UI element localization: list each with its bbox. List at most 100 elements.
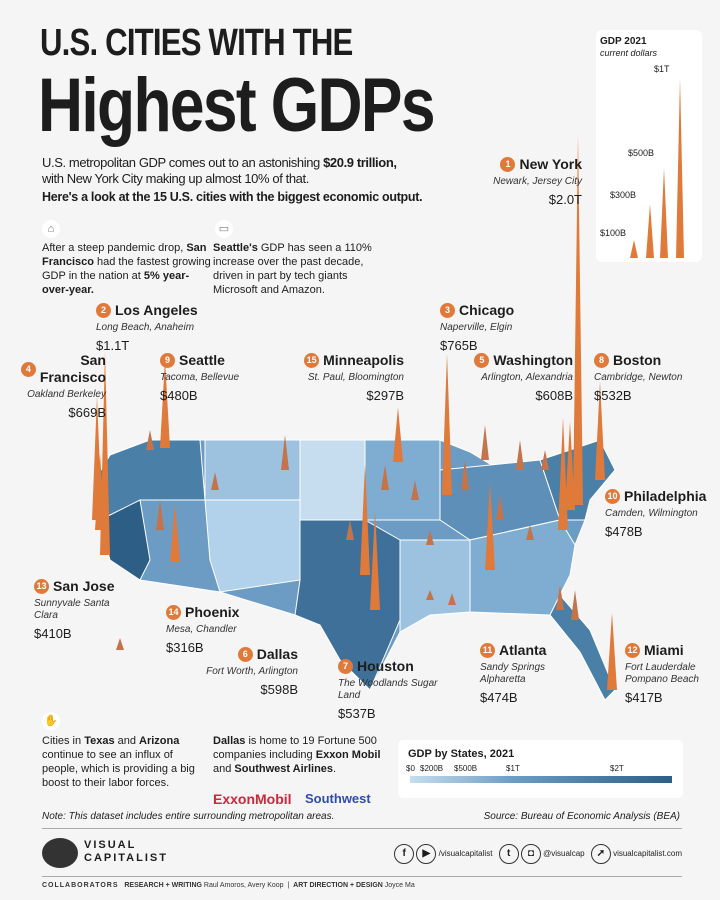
scale-spike	[660, 168, 668, 258]
city-name: San Jose	[53, 578, 115, 594]
gdp-spike-6	[360, 464, 370, 575]
rank-badge: 9	[160, 353, 175, 368]
cursor-icon[interactable]: ➚	[590, 844, 611, 864]
legend-tick: $2T	[610, 764, 624, 773]
city-subregions: Fort Lauderdale Pompano Beach	[625, 662, 699, 685]
facebook-icon[interactable]: f	[394, 844, 415, 864]
gdp-spike-13	[95, 454, 105, 530]
minor-city-spike	[381, 465, 389, 490]
gdp-spike-10	[565, 421, 575, 510]
gdp-spike-3	[442, 353, 452, 495]
minor-city-spike	[556, 585, 564, 610]
city-gdp: $316B	[166, 640, 204, 655]
gdp-spike-8	[595, 381, 605, 480]
social-links: f ▶ /visualcapitalist t ◘ @visualcap ➚ v…	[394, 844, 682, 864]
city-subregions: Sandy Springs Alpharetta	[480, 662, 546, 685]
scale-spike	[646, 204, 654, 258]
city-subregions: The Woodlands Sugar Land	[338, 678, 438, 701]
rank-badge: 11	[480, 643, 495, 658]
city-label-chicago: 3 Chicago Naperville, Elgin $765B	[440, 302, 570, 354]
scale-mark: $500B	[628, 148, 655, 158]
city-subregions: Arlington, Alexandria	[481, 372, 573, 383]
minor-city-spike	[156, 500, 164, 530]
rank-badge: 1	[500, 157, 516, 172]
page-title: Highest GDPs	[38, 63, 436, 148]
gdp-spike-12	[607, 612, 617, 690]
minor-city-spike	[211, 472, 219, 490]
city-name: Minneapolis	[323, 352, 404, 368]
city-name: Dallas	[256, 646, 298, 662]
rank-badge: 14	[166, 605, 181, 620]
divider	[42, 876, 682, 877]
scale-subtitle: current dollars	[600, 48, 658, 58]
twitter-icon[interactable]: t	[498, 844, 519, 864]
city-label-dallas: 6 Dallas Fort Worth, Arlington $598B	[196, 646, 298, 698]
minor-city-spike	[448, 593, 456, 605]
gdp-spike-15	[393, 407, 403, 462]
social-handle-link[interactable]: /visualcapitalist	[438, 849, 493, 859]
city-gdp: $608B	[535, 388, 573, 403]
note-seattle: Seattle's GDP has seen a 110% increase o…	[213, 242, 372, 296]
rank-badge: 4	[20, 361, 36, 377]
gdp-spike-1	[573, 135, 583, 505]
minor-city-spike	[571, 590, 579, 620]
legend-tick: $500B	[454, 764, 478, 773]
city-gdp: $537B	[338, 706, 376, 721]
rank-badge: 12	[625, 643, 640, 658]
city-gdp: $297B	[366, 388, 404, 403]
city-name: Philadelphia	[624, 488, 707, 504]
state-gdp-legend: GDP by States, 2021 $0 $200B $500B $1T $…	[398, 740, 683, 798]
city-label-los-angeles: 2 Los Angeles Long Beach, Anaheim $1.1T	[96, 302, 256, 354]
instagram-icon[interactable]: ◘	[520, 844, 541, 864]
divider	[42, 828, 682, 829]
southwest-logo: Southwest	[305, 791, 371, 806]
city-gdp: $410B	[34, 626, 72, 641]
youtube-icon[interactable]: ▶	[416, 844, 437, 864]
exxonmobil-logo: ExxonMobil	[213, 791, 292, 807]
city-name: Atlanta	[499, 642, 547, 658]
visual-capitalist-logo-icon	[42, 838, 78, 868]
footnote: Note: This dataset includes entire surro…	[42, 811, 335, 822]
city-icon: ⌂	[42, 220, 60, 238]
us-map	[92, 135, 617, 701]
scale-mark: $100B	[600, 228, 627, 238]
legend-tick: $200B	[420, 764, 444, 773]
note-sf: After a steep pandemic drop, San Francis…	[42, 242, 211, 296]
legend-tick: $0	[406, 764, 415, 773]
minor-city-spike	[541, 450, 549, 470]
scale-mark: $1T	[654, 64, 670, 74]
rank-badge: 15	[304, 353, 320, 368]
note-dallas: Dallas is home to 19 Fortune 500 compani…	[213, 735, 381, 775]
minor-city-spike	[426, 530, 434, 545]
city-gdp: $532B	[594, 388, 632, 403]
minor-city-spike	[461, 460, 469, 490]
gdp-spike-14	[170, 503, 180, 562]
minor-city-spike	[526, 525, 534, 540]
note-texas: Cities in Texas and Arizona continue to …	[42, 735, 195, 789]
city-gdp: $417B	[625, 690, 663, 705]
rank-badge: 6	[237, 647, 253, 662]
minor-city-spike	[346, 520, 354, 540]
rank-badge: 2	[96, 303, 111, 318]
twitter-handle-link[interactable]: @visualcap	[543, 849, 585, 859]
city-label-san-francisco: 4 San Francisco Oakland Berkeley $669B	[20, 352, 107, 421]
city-gdp: $2.0T	[548, 192, 582, 207]
minor-city-spike	[411, 480, 419, 500]
title-line1: U.S. CITIES WITH THE	[40, 22, 353, 64]
city-name: Washington	[493, 352, 573, 368]
city-gdp: $1.1T	[96, 338, 130, 353]
city-subregions: Mesa, Chandler	[166, 624, 237, 635]
city-subregions: Fort Worth, Arlington	[206, 666, 298, 677]
minor-city-spike	[281, 435, 289, 470]
website-link[interactable]: visualcapitalist.com	[613, 849, 682, 859]
scale-spike	[630, 240, 638, 258]
brand-logo[interactable]: VISUAL CAPITALIST	[84, 839, 168, 864]
minor-city-spike	[481, 425, 489, 460]
city-gdp: $765B	[440, 338, 478, 353]
city-subregions: St. Paul, Bloomington	[307, 372, 404, 383]
city-name: San Francisco	[39, 352, 107, 385]
gdp-scale-legend: GDP 2021 current dollars $100B $300B $50…	[596, 30, 702, 262]
rank-badge: 7	[338, 659, 353, 674]
city-gdp: $478B	[605, 524, 643, 539]
gdp-spike-7	[370, 510, 380, 610]
